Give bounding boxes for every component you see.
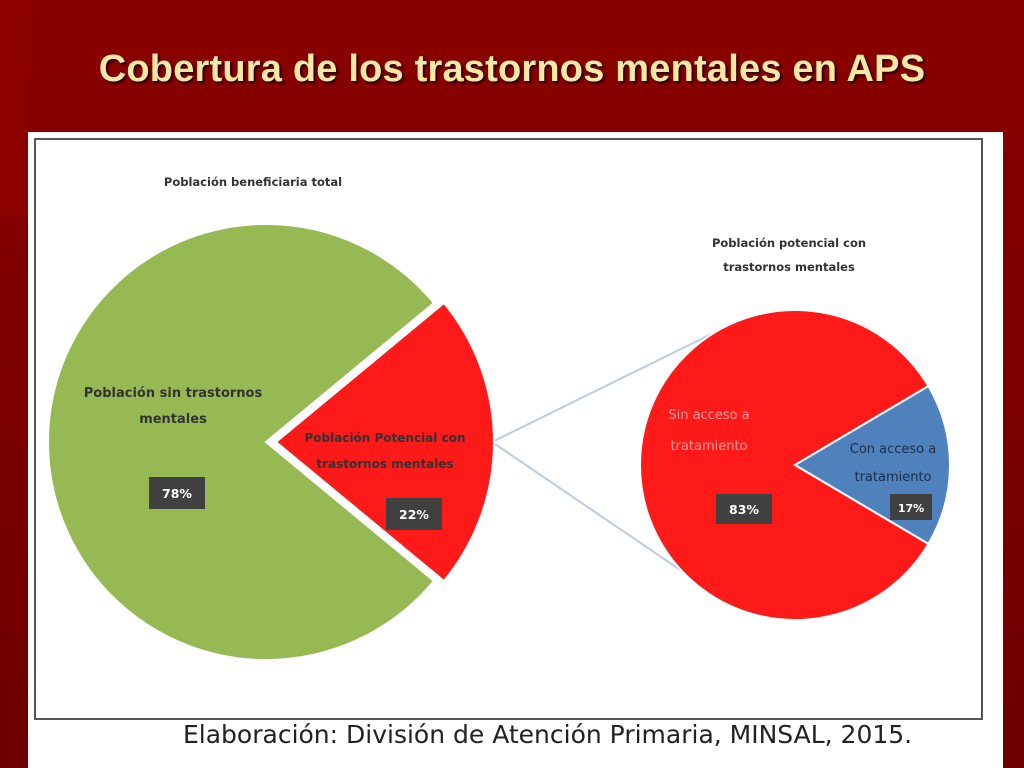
slice-label-potencial-line-2: trastornos mentales bbox=[316, 457, 453, 471]
pie-secondary bbox=[639, 309, 952, 621]
source-note: Elaboración: División de Atención Primar… bbox=[183, 720, 913, 749]
slice-label-sin-trastornos-line-1: Población sin trastornos bbox=[84, 386, 263, 401]
data-label-17: 17% bbox=[898, 502, 924, 515]
slide-title: Cobertura de los trastornos mentales en … bbox=[98, 48, 926, 90]
data-label-83: 83% bbox=[729, 502, 759, 517]
pie-secondary-title-line-2: trastornos mentales bbox=[723, 260, 855, 274]
slice-label-con-acceso-line-1: Con acceso a bbox=[850, 442, 937, 457]
pie-secondary-title-line-1: Población potencial con bbox=[712, 236, 866, 250]
slice-label-sin-trastornos-line-2: mentales bbox=[139, 412, 207, 427]
slice-label-sin-acceso-line-1: Sin acceso a bbox=[668, 408, 749, 423]
slice-label-sin-acceso-line-2: tratamiento bbox=[670, 439, 747, 454]
pie-slice-83-percent bbox=[639, 309, 930, 621]
data-label-78: 78% bbox=[162, 486, 192, 501]
figure-panel: Población beneficiaria total Población p… bbox=[28, 132, 1003, 768]
pie-main-title: Población beneficiaria total bbox=[164, 175, 342, 189]
slice-label-potencial-line-1: Población Potencial con bbox=[304, 431, 465, 445]
slide-accent-band bbox=[0, 0, 28, 215]
data-label-box-78 bbox=[149, 477, 205, 509]
connector-line-top bbox=[491, 319, 739, 443]
data-label-22: 22% bbox=[399, 507, 429, 522]
data-label-box-17 bbox=[890, 494, 932, 520]
slice-label-con-acceso-line-2: tratamiento bbox=[854, 470, 931, 485]
pie-of-pie-chart: Población beneficiaria total Población p… bbox=[34, 138, 983, 720]
data-label-box-22 bbox=[386, 498, 442, 530]
data-label-box-83 bbox=[716, 494, 772, 524]
pie-slice-78-percent bbox=[47, 223, 436, 661]
